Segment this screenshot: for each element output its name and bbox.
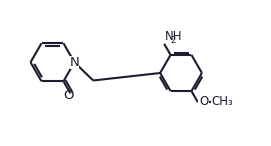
- Text: NH: NH: [165, 30, 182, 43]
- Text: O: O: [199, 95, 208, 108]
- Text: N: N: [70, 56, 79, 69]
- Text: CH₃: CH₃: [211, 95, 233, 108]
- Text: O: O: [63, 89, 73, 102]
- Text: 2: 2: [171, 36, 176, 45]
